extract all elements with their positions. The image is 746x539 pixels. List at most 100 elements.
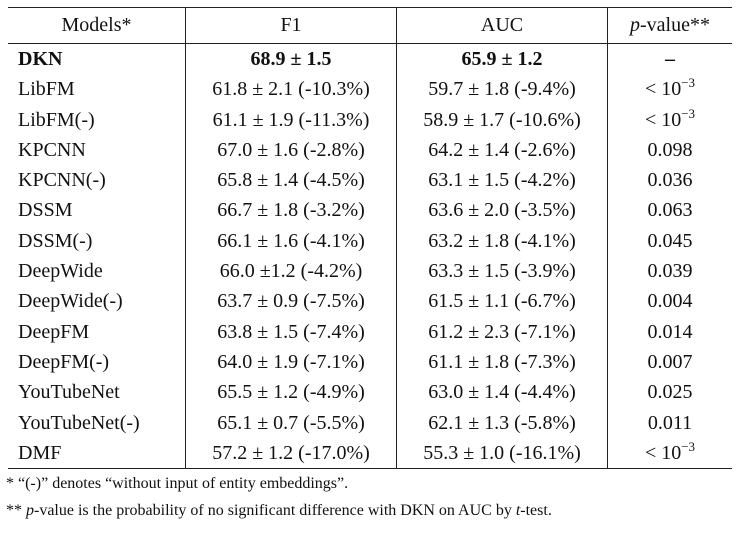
f1-cell: 61.8 ± 2.1 (-10.3%): [185, 74, 397, 105]
pvalue-exponent: −3: [681, 438, 696, 454]
results-table: Models* F1 AUC p-value** DKN 68.9 ± 1.5 65…: [8, 7, 732, 470]
table-row: LibFM(-) 61.1 ± 1.9 (-11.3%) 58.9 ± 1.7 (-…: [8, 104, 732, 135]
pvalue-text: 0.063: [647, 199, 693, 222]
table-row: DeepWide 66.0 ±1.2 (-4.2%) 63.3 ± 1.5 (-3.…: [8, 256, 732, 287]
pvalue-cell: 0.007: [607, 346, 732, 378]
table-row: KPCNN(-) 65.8 ± 1.4 (-4.5%) 63.1 ± 1.5 (-4…: [8, 165, 732, 196]
f1-cell: 66.7 ± 1.8 (-3.2%): [185, 195, 397, 226]
auc-cell: 58.9 ± 1.7 (-10.6%): [396, 104, 608, 135]
model-cell: DSSM(-): [18, 229, 93, 252]
auc-cell: 61.2 ± 2.3 (-7.1%): [396, 316, 608, 347]
table-row: LibFM 61.8 ± 2.1 (-10.3%) 59.7 ± 1.8 (-9.4…: [8, 74, 732, 105]
model-cell: DeepWide(-): [18, 290, 123, 313]
footnote-pvalue-end: -test.: [520, 502, 552, 519]
auc-cell: 62.1 ± 1.3 (-5.8%): [396, 407, 608, 438]
pvalue-text: 0.045: [647, 229, 693, 252]
pvalue-text: 0.036: [647, 169, 693, 192]
header-row: Models* F1 AUC p-value**: [8, 7, 732, 44]
pvalue-text: –: [665, 48, 675, 70]
header-pvalue-rest: -value**: [640, 14, 710, 36]
f1-cell: 57.2 ± 1.2 (-17.0%): [185, 437, 397, 470]
pvalue-text: 0.014: [647, 320, 693, 343]
header-models: Models*: [8, 7, 186, 44]
model-cell: DeepFM(-): [18, 350, 110, 373]
model-cell: DeepFM: [18, 320, 90, 343]
header-pvalue: p-value**: [607, 7, 732, 44]
table-row: DSSM 66.7 ± 1.8 (-3.2%) 63.6 ± 2.0 (-3.5%)…: [8, 195, 732, 226]
pvalue-text: 0.098: [647, 138, 693, 161]
model-cell: YouTubeNet: [18, 381, 120, 404]
table-row: YouTubeNet(-) 65.1 ± 0.7 (-5.5%) 62.1 ± 1.…: [8, 407, 732, 438]
auc-cell: 63.3 ± 1.5 (-3.9%): [396, 256, 608, 287]
model-cell: LibFM(-): [18, 108, 95, 131]
table-row: KPCNN 67.0 ± 1.6 (-2.8%) 64.2 ± 1.4 (-2.6%…: [8, 134, 732, 166]
pvalue-cell: 0.098: [607, 134, 732, 166]
pvalue-text: 0.025: [647, 381, 693, 404]
pvalue-text: 0.039: [647, 260, 693, 283]
model-cell: KPCNN: [18, 138, 86, 161]
f1-cell: 63.8 ± 1.5 (-7.4%): [185, 316, 397, 347]
f1-cell: 61.1 ± 1.9 (-11.3%): [185, 104, 397, 135]
auc-cell: 63.1 ± 1.5 (-4.2%): [396, 165, 608, 196]
auc-cell: 61.5 ± 1.1 (-6.7%): [396, 286, 608, 317]
table-row: DMF 57.2 ± 1.2 (-17.0%) 55.3 ± 1.0 (-16.1%…: [8, 437, 732, 470]
footnotes: * “(-)” denotes “without input of entity…: [6, 470, 552, 524]
pvalue-cell: 0.004: [607, 286, 732, 317]
model-cell: DSSM: [18, 199, 73, 222]
pvalue-cell: 0.036: [607, 165, 732, 196]
footnote-entity-embeddings: * “(-)” denotes “without input of entity…: [6, 475, 349, 492]
pvalue-text: 0.004: [647, 290, 693, 313]
pvalue-cell: < 10−3: [607, 74, 732, 105]
footnote-pvalue-t: t: [515, 502, 521, 519]
auc-cell: 55.3 ± 1.0 (-16.1%): [396, 437, 608, 470]
pvalue-exponent: −3: [681, 105, 696, 121]
pvalue-text: 0.011: [647, 411, 693, 434]
table-row: DeepWide(-) 63.7 ± 0.9 (-7.5%) 61.5 ± 1.1 …: [8, 286, 732, 317]
auc-cell: 61.1 ± 1.8 (-7.3%): [396, 346, 608, 378]
pvalue-text: < 10: [644, 78, 682, 101]
f1-cell: 66.1 ± 1.6 (-4.1%): [185, 225, 397, 257]
footnote-pvalue-prefix: **: [6, 502, 26, 519]
auc-cell: 63.0 ± 1.4 (-4.4%): [396, 377, 608, 408]
model-cell: KPCNN(-): [18, 169, 106, 192]
pvalue-cell: –: [607, 43, 732, 75]
table-row: DKN 68.9 ± 1.5 65.9 ± 1.2 –: [8, 43, 732, 75]
f1-cell: 68.9 ± 1.5: [185, 43, 397, 75]
pvalue-cell: 0.063: [607, 195, 732, 226]
pvalue-cell: 0.045: [607, 225, 732, 257]
model-cell: DMF: [8, 437, 186, 470]
f1-cell: 64.0 ± 1.9 (-7.1%): [185, 346, 397, 378]
f1-cell: 65.8 ± 1.4 (-4.5%): [185, 165, 397, 196]
pvalue-text: < 10: [644, 441, 682, 464]
table-row: DeepFM 63.8 ± 1.5 (-7.4%) 61.2 ± 2.3 (-7.1…: [8, 316, 732, 347]
f1-cell: 66.0 ±1.2 (-4.2%): [185, 256, 397, 287]
header-pvalue-p: p: [630, 14, 640, 36]
table-body: DKN 68.9 ± 1.5 65.9 ± 1.2 – LibFM 61.8 ± 2.1 …: [8, 43, 732, 470]
table-row: DeepFM(-) 64.0 ± 1.9 (-7.1%) 61.1 ± 1.8 (-…: [8, 346, 732, 378]
auc-cell: 63.2 ± 1.8 (-4.1%): [396, 225, 608, 257]
pvalue-cell: 0.039: [607, 256, 732, 287]
pvalue-cell: < 10−3: [607, 104, 732, 135]
footnote-pvalue-text: -value is the probability of no signific…: [34, 502, 516, 519]
auc-cell: 65.9 ± 1.2: [396, 43, 608, 75]
model-cell: YouTubeNet(-): [18, 411, 140, 434]
model-cell: DeepWide: [18, 260, 103, 283]
pvalue-cell: < 10−3: [607, 437, 732, 470]
f1-cell: 67.0 ± 1.6 (-2.8%): [185, 134, 397, 166]
f1-cell: 65.5 ± 1.2 (-4.9%): [185, 377, 397, 408]
pvalue-cell: 0.011: [607, 407, 732, 438]
auc-cell: 64.2 ± 1.4 (-2.6%): [396, 134, 608, 166]
f1-cell: 63.7 ± 0.9 (-7.5%): [185, 286, 397, 317]
auc-cell: 63.6 ± 2.0 (-3.5%): [396, 195, 608, 226]
table-row: DSSM(-) 66.1 ± 1.6 (-4.1%) 63.2 ± 1.8 (-4.…: [8, 225, 732, 257]
pvalue-cell: 0.014: [607, 316, 732, 347]
pvalue-exponent: −3: [681, 75, 696, 91]
model-cell: DKN: [18, 48, 63, 70]
auc-cell: 59.7 ± 1.8 (-9.4%): [396, 74, 608, 105]
pvalue-text: < 10: [644, 108, 682, 131]
pvalue-text: 0.007: [647, 350, 693, 373]
f1-cell: 65.1 ± 0.7 (-5.5%): [185, 407, 397, 438]
pvalue-cell: 0.025: [607, 377, 732, 408]
model-cell: LibFM: [18, 78, 75, 101]
footnote-pvalue: ** p-value is the probability of no sign…: [6, 497, 552, 524]
